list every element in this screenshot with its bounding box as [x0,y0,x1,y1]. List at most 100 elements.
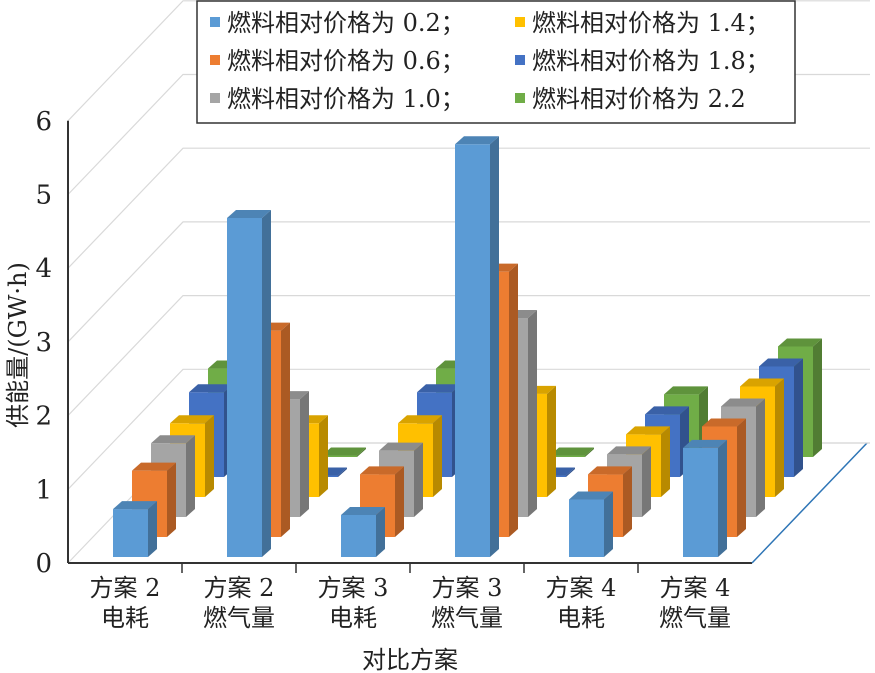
bar-top [170,415,214,424]
x-tick-label: 电耗 [329,604,377,632]
x-tick-label: 燃气量 [431,604,503,632]
bar-side [775,378,784,497]
bar [569,491,613,557]
bar-side [148,501,157,557]
legend-swatch [210,55,220,65]
y-axis-title: 供能量/(GW·h) [4,262,32,428]
bar-top [398,415,442,424]
bar-top [721,398,765,407]
bar-top [607,446,651,455]
y-tick-label: 0 [35,549,52,579]
bar-side [281,322,290,537]
floor-edge [751,442,868,564]
bar-top [626,426,670,435]
x-tick-label: 燃气量 [203,604,275,632]
bar [341,506,385,557]
bar-top [550,447,594,456]
bar-front [227,217,262,558]
bar-side [794,358,803,477]
bar [683,439,727,557]
y-tick-label: 5 [35,181,52,211]
bar [322,447,366,457]
bar-side [186,435,195,517]
bar-side [756,398,765,517]
bar-top [151,435,195,444]
bar-top [588,466,632,475]
bar-side [585,447,594,457]
y-tick-label: 6 [35,107,52,137]
bar-side [813,338,822,457]
bar-side [167,462,176,537]
bar-side [528,310,537,517]
legend-label: 燃料相对价格为 2.2 [532,85,746,113]
bar-top [778,338,822,347]
x-axis-title: 对比方案 [362,646,458,673]
legend-label: 燃料相对价格为 1.0； [227,85,465,113]
bar [227,209,271,558]
bar-side [661,426,670,497]
x-tick-label: 方案 2 [204,574,275,602]
bar-top [569,491,613,500]
legend-label: 燃料相对价格为 1.4； [532,9,770,37]
bar-front [455,144,490,557]
y-tick-label: 4 [35,254,52,284]
bar-top [189,384,233,393]
y-tick-label: 1 [35,475,52,505]
bar-side [414,442,423,517]
legend-swatch [515,55,525,65]
bar-top [702,418,746,427]
bar-top [379,442,423,451]
bar-side [623,466,632,537]
x-tick-label: 方案 3 [432,574,503,602]
bar-top [132,462,176,471]
bar-side [566,467,575,477]
x-tick-label: 电耗 [557,604,605,632]
bar-top [417,384,461,393]
bar-side [376,506,385,557]
x-tick-label: 燃气量 [659,604,731,632]
bar-side [604,491,613,557]
bar-side [319,415,328,497]
gridline [67,147,870,269]
legend-label: 燃料相对价格为 0.2； [227,9,465,37]
legend-label: 燃料相对价格为 0.6； [227,47,465,75]
legend-swatch [210,17,220,27]
bar-front [569,499,604,557]
bar-side [718,439,727,557]
bar-top [759,358,803,367]
bar-front [322,455,357,457]
legend-swatch [515,93,525,103]
bar-side [737,418,746,537]
bar-side [490,136,499,557]
x-tick-label: 电耗 [101,604,149,632]
bar-front [113,509,148,557]
legend-swatch [210,93,220,103]
y-tick-label: 2 [35,402,52,432]
gridline [67,295,870,417]
bar-top [113,501,157,510]
y-tick-label: 3 [35,328,52,358]
bar-side [300,391,309,517]
bar [113,501,157,557]
legend-box [196,0,796,124]
bar-side [205,415,214,497]
bar-side [642,446,651,517]
x-tick-label: 方案 3 [318,574,389,602]
bar-side [547,385,556,497]
bar-front [341,514,376,557]
bar-side [262,209,271,558]
x-tick-label: 方案 2 [90,574,161,602]
bar-top [322,447,366,456]
bar-top [645,406,689,415]
legend-swatch [515,17,525,27]
bar-top [455,136,499,145]
bar-front [683,447,718,557]
legend-label: 燃料相对价格为 1.8； [532,47,770,75]
bar-top [664,386,708,395]
bar-top [227,209,271,218]
bar-top [341,506,385,515]
bar-top [740,378,784,387]
gridline [67,368,870,490]
